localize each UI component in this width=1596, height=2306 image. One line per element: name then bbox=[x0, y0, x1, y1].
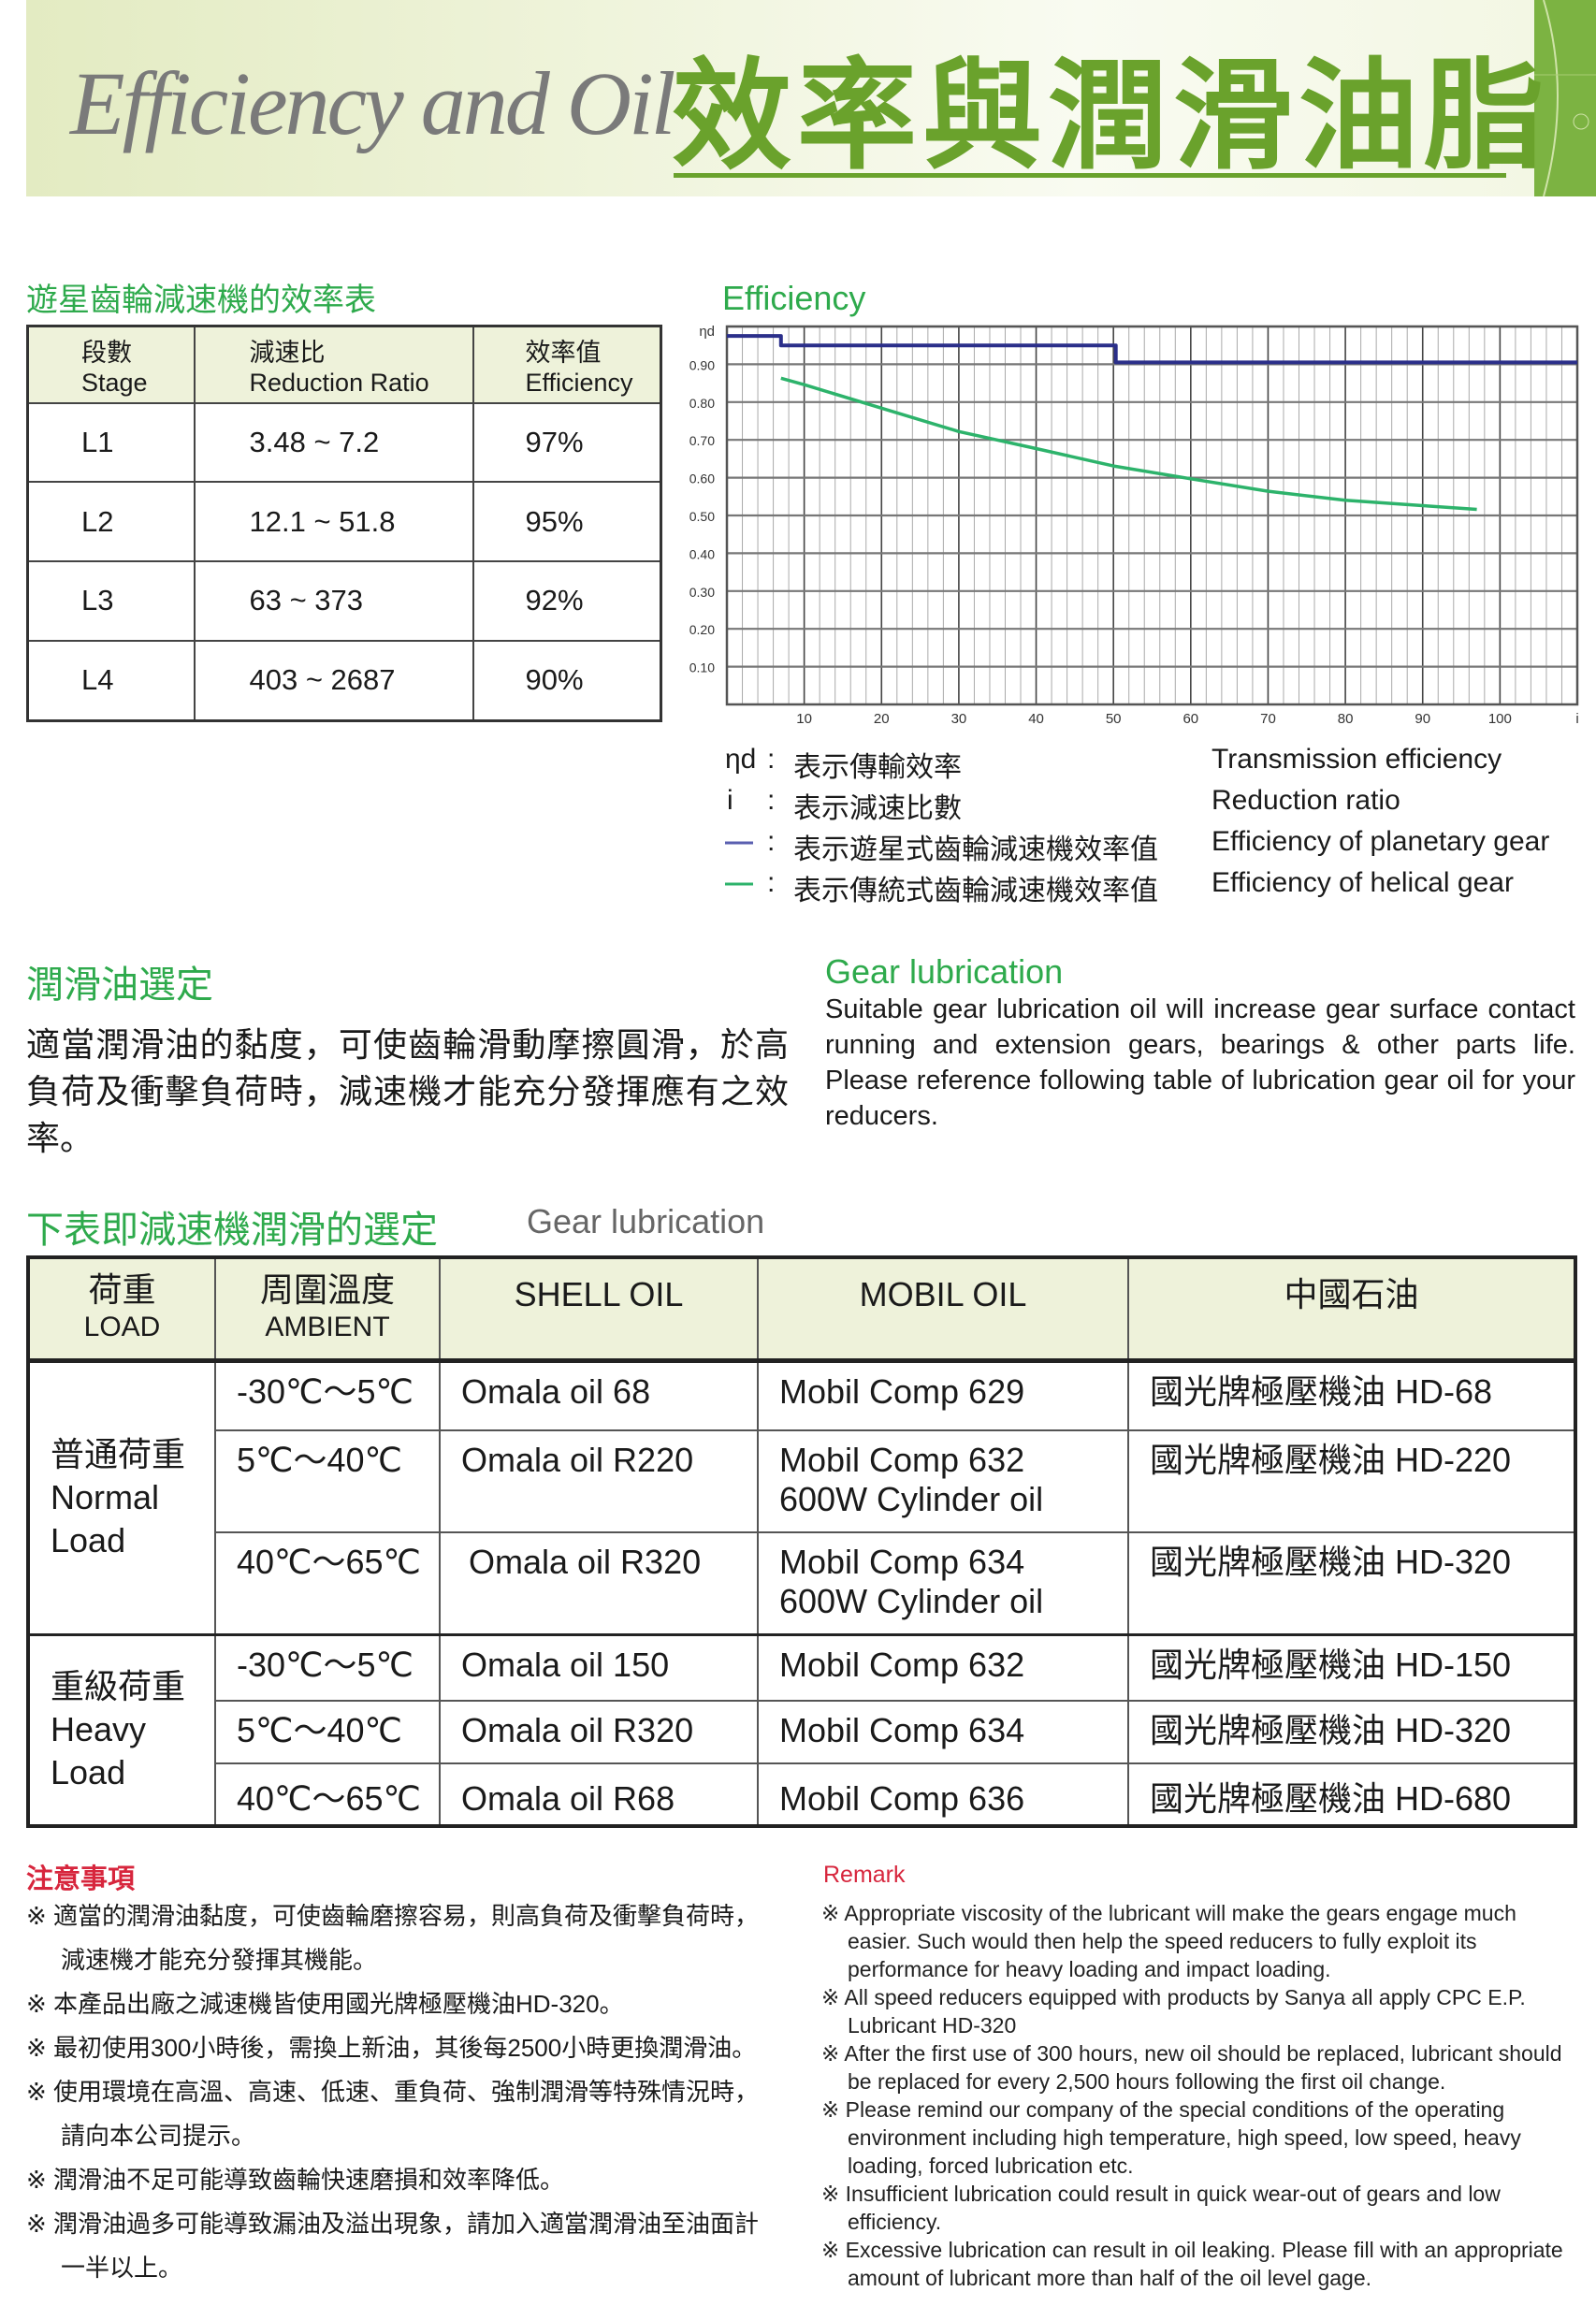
notes-list-en: ※ Appropriate viscosity of the lubricant… bbox=[821, 1901, 1563, 2290]
planetary-efficiency-line bbox=[727, 334, 1577, 365]
table-row: 5℃～40℃ Omala oil R320 Mobil Comp 634 國光牌極壓機… bbox=[28, 1700, 1576, 1764]
table-row: L3 63 ~ 373 92% bbox=[26, 559, 662, 642]
x-tick-label: 60 bbox=[1182, 711, 1198, 727]
y-tick-label: 0.10 bbox=[689, 660, 715, 675]
planetary-line-icon: — bbox=[725, 826, 753, 857]
x-tick-label: 70 bbox=[1260, 711, 1276, 727]
title-chinese: 效率與潤滑油脂 bbox=[672, 47, 1550, 186]
oil-table: 荷重 LOAD 周圍溫度 AMBIENT SHELL OIL MOBIL OIL 中… bbox=[26, 1255, 1577, 1828]
table-row: 重級荷重 Heavy Load -30℃～5℃ Omala oil 150 Mobil … bbox=[27, 1633, 1576, 1827]
efficiency-chart: 0.90 0.80 0.70 0.60 0.50 0.40 0.30 0.20 0.10 ηd 10… bbox=[689, 324, 1579, 727]
helical-line-icon: — bbox=[725, 867, 753, 898]
chart-title: Efficiency bbox=[722, 279, 866, 317]
table-row: 40℃～65℃ Omala oil R68 Mobil Comp 636 國光牌極壓機… bbox=[28, 1762, 1576, 1827]
efficiency-table-heading: 遊星齒輪減速機的效率表 bbox=[26, 283, 376, 318]
lubrication-body-zh: 適當潤滑油的黏度，可使齒輪滑動摩擦圓滑，於高負荷及衝擊負荷時，減速機才能充分發揮… bbox=[26, 1025, 789, 1157]
lubrication-body-en: Suitable gear lubrication oil will incre… bbox=[825, 994, 1575, 1131]
table-header: 段數 Stage 減速比 Reduction Ratio 效率值 Efficiency bbox=[26, 325, 662, 404]
y-tick-label: 0.90 bbox=[689, 357, 715, 372]
eta-symbol: ηd bbox=[725, 744, 757, 775]
table-row: L4 403 ~ 2687 90% bbox=[26, 639, 662, 722]
y-tick-label: 0.20 bbox=[689, 622, 715, 637]
x-axis-label: i bbox=[1575, 711, 1578, 727]
x-tick-label: 100 bbox=[1488, 711, 1512, 727]
table-row: 5℃～40℃ Omala oil R220 Mobil Comp 632 600W C… bbox=[28, 1429, 1576, 1533]
helical-efficiency-line bbox=[780, 376, 1477, 512]
y-tick-label: 0.60 bbox=[689, 471, 715, 486]
title-underline bbox=[674, 173, 1506, 178]
lubrication-heading-zh: 潤滑油選定 bbox=[26, 964, 213, 1006]
oil-table-heading-zh: 下表即減速機潤滑的選定 bbox=[26, 1210, 438, 1251]
column-header-stage: 段數 Stage bbox=[26, 325, 196, 404]
column-header-efficiency: 效率值 Efficiency bbox=[472, 325, 662, 404]
table-row: 40℃～65℃ Omala oil R320 Mobil Comp 634 600W … bbox=[28, 1531, 1576, 1635]
x-tick-label: 40 bbox=[1028, 711, 1044, 727]
lubrication-heading-en: Gear lubrication bbox=[825, 952, 1064, 991]
column-header-ratio: 減速比 Reduction Ratio bbox=[193, 325, 474, 404]
oil-table-heading-en: Gear lubrication bbox=[527, 1202, 765, 1240]
y-tick-label: 0.50 bbox=[689, 509, 715, 524]
x-tick-label: 20 bbox=[874, 711, 890, 727]
x-tick-label: 80 bbox=[1338, 711, 1354, 727]
table-row: 普通荷重 Normal Load -30℃～5℃ Omala oil 68 Mobil … bbox=[27, 1359, 1576, 1636]
y-axis-label: ηd bbox=[699, 324, 715, 340]
y-tick-label: 0.70 bbox=[689, 433, 715, 448]
x-tick-label: 10 bbox=[796, 711, 812, 727]
x-tick-label: 90 bbox=[1415, 711, 1430, 727]
y-tick-label: 0.80 bbox=[689, 396, 715, 411]
notes-list-zh: ※ 適當的潤滑油黏度，可使齒輪磨擦容易，則高負荷及衝擊負荷時， 減速機才能充分發… bbox=[26, 1902, 760, 2282]
efficiency-table: 段數 Stage 減速比 Reduction Ratio 效率值 Efficiency… bbox=[26, 325, 662, 722]
table-row: L2 12.1 ~ 51.8 95% bbox=[26, 481, 662, 562]
y-tick-label: 0.40 bbox=[689, 546, 715, 561]
x-tick-label: 50 bbox=[1106, 711, 1122, 727]
y-tick-label: 0.30 bbox=[689, 585, 715, 600]
notes-heading-en: Remark bbox=[823, 1862, 906, 1888]
notes-heading-zh: 注意事項 bbox=[26, 1864, 136, 1894]
plot-frame bbox=[725, 325, 1579, 706]
title-english: Efficiency and Oil bbox=[70, 53, 675, 153]
header-banner bbox=[26, 0, 1534, 196]
table-row: L1 3.48 ~ 7.2 97% bbox=[26, 401, 662, 484]
table-header: 荷重 LOAD 周圍溫度 AMBIENT SHELL OIL MOBIL OIL 中… bbox=[27, 1256, 1576, 1363]
banner-decoration bbox=[1534, 0, 1596, 197]
x-tick-label: 30 bbox=[951, 711, 967, 727]
